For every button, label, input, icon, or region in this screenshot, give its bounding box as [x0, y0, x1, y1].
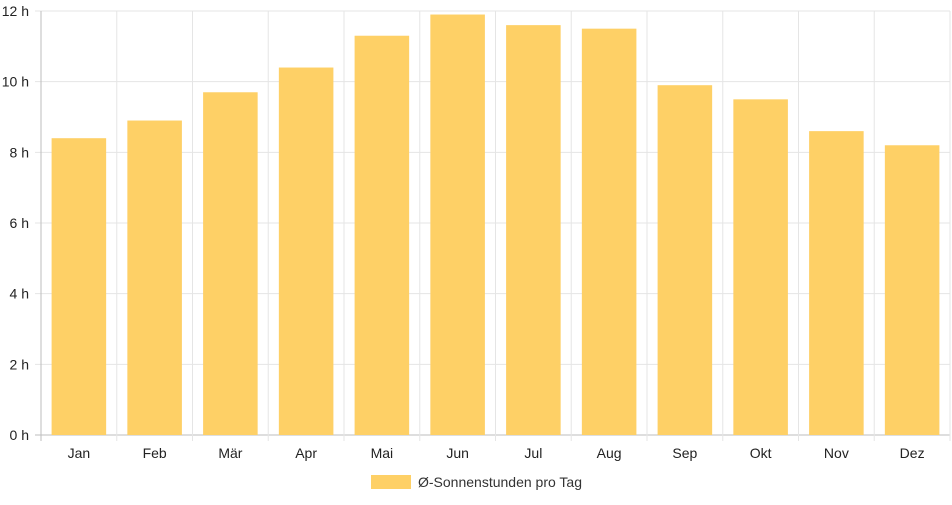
bar-apr[interactable] [278, 67, 334, 436]
bar-sep[interactable] [657, 85, 713, 435]
legend[interactable]: Ø-Sonnenstunden pro Tag [371, 474, 582, 490]
x-tick-label: Jul [524, 445, 542, 461]
x-tick-label: Aug [597, 445, 622, 461]
y-tick-label: 2 h [10, 356, 29, 372]
axis-layer: 0 h 2 h 4 h 6 h 8 h 10 h 12 h Jan Feb Mär Apr Mai Ju… [2, 3, 925, 461]
x-tick-label: Okt [750, 445, 772, 461]
bar-nov[interactable] [809, 131, 864, 435]
bar-feb[interactable] [127, 120, 182, 436]
y-tick-label: 10 h [2, 74, 29, 90]
x-tick-label: Mai [371, 445, 394, 461]
bar-jan[interactable] [51, 138, 107, 435]
x-tick-label: Apr [295, 445, 317, 461]
legend-label[interactable]: Ø-Sonnenstunden pro Tag [418, 474, 582, 490]
y-tick-label: 0 h [10, 427, 29, 443]
legend-swatch[interactable] [371, 475, 411, 489]
x-tick-label: Jun [446, 445, 469, 461]
bar-aug[interactable] [581, 28, 637, 436]
y-tick-label: 4 h [10, 286, 29, 302]
y-tick-label: 8 h [10, 144, 29, 160]
y-tick-label: 12 h [2, 3, 29, 19]
grid-layer [35, 10, 951, 441]
bar-jun[interactable] [430, 14, 485, 436]
x-tick-label: Feb [143, 445, 167, 461]
x-tick-label: Nov [824, 445, 849, 461]
x-tick-label: Dez [900, 445, 925, 461]
bar-layer [51, 14, 940, 436]
x-tick-label: Mär [218, 445, 242, 461]
y-tick-label: 6 h [10, 215, 29, 231]
bar-okt[interactable] [733, 99, 788, 435]
bar-dez[interactable] [884, 145, 940, 435]
bar-jul[interactable] [506, 25, 561, 436]
bar-mär[interactable] [203, 92, 258, 436]
x-tick-label: Jan [68, 445, 91, 461]
bar-mai[interactable] [354, 35, 410, 435]
x-tick-label: Sep [672, 445, 697, 461]
